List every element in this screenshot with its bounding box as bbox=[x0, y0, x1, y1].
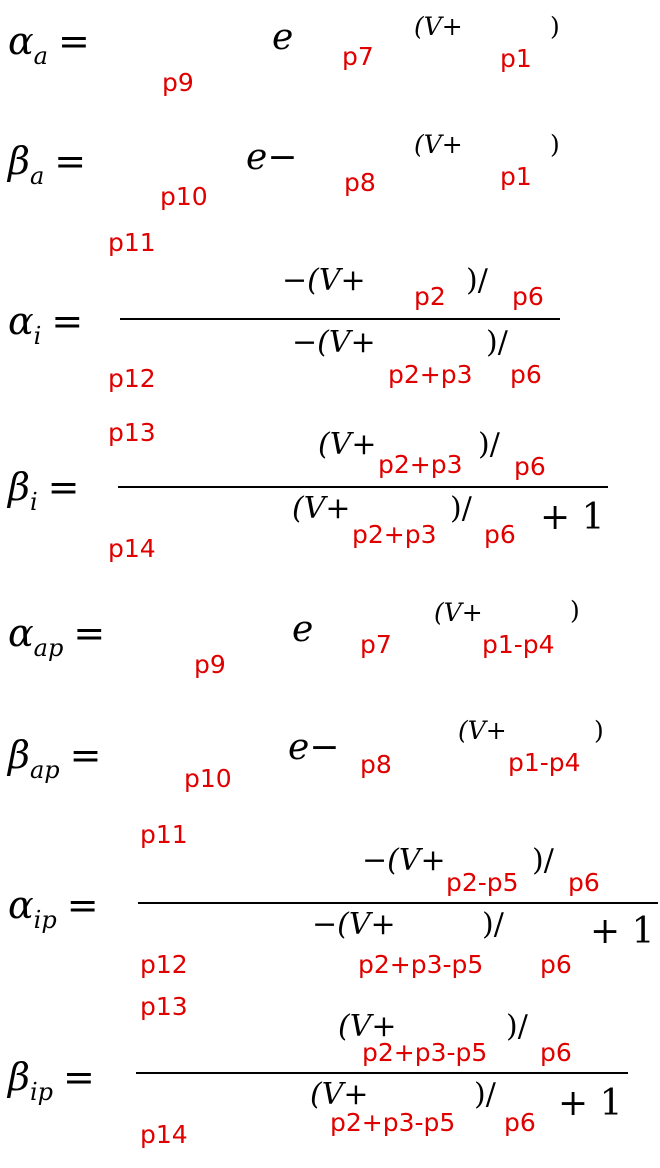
param-p6: p6 bbox=[512, 284, 544, 309]
param-p6: p6 bbox=[514, 454, 546, 479]
exp-base-neg: e− bbox=[246, 140, 297, 176]
num-close: )/ bbox=[478, 430, 500, 460]
param-p2p3p5: p2+p3-p5 bbox=[362, 1040, 487, 1065]
num-close: )/ bbox=[532, 846, 554, 876]
param-p6: p6 bbox=[540, 952, 572, 977]
den-exp: −(V+ bbox=[292, 328, 376, 358]
den-close: )/ bbox=[474, 1080, 496, 1110]
param-p14: p14 bbox=[140, 1122, 188, 1147]
num-close: )/ bbox=[466, 266, 488, 296]
param-p8: p8 bbox=[360, 752, 392, 777]
exp-close: ) bbox=[550, 132, 560, 157]
den-close: )/ bbox=[486, 328, 508, 358]
exp-close: ) bbox=[550, 14, 560, 39]
plus-one: + 1 bbox=[540, 500, 605, 536]
num-exp: −(V+ bbox=[362, 846, 446, 876]
fraction-bar bbox=[118, 486, 608, 488]
param-p11: p11 bbox=[140, 822, 188, 847]
param-p7: p7 bbox=[360, 632, 392, 657]
param-p2p3: p2+p3 bbox=[388, 362, 473, 387]
param-p2p5: p2-p5 bbox=[446, 870, 519, 895]
exp-base: e bbox=[292, 612, 313, 648]
exp-v-open: (V+ bbox=[414, 132, 463, 157]
param-p2p3p5: p2+p3-p5 bbox=[358, 952, 483, 977]
plus-one: + 1 bbox=[590, 914, 655, 950]
param-p7: p7 bbox=[342, 44, 374, 69]
num-exp: (V+ bbox=[318, 430, 377, 460]
den-exp: (V+ bbox=[310, 1080, 369, 1110]
param-p1: p1 bbox=[500, 164, 532, 189]
param-p12: p12 bbox=[140, 952, 188, 977]
param-p10: p10 bbox=[160, 184, 208, 209]
param-p6: p6 bbox=[540, 1040, 572, 1065]
param-p13: p13 bbox=[140, 994, 188, 1019]
lhs-alpha-ap: αap = bbox=[8, 614, 105, 652]
exp-close: ) bbox=[594, 718, 604, 743]
den-close: )/ bbox=[482, 910, 504, 940]
param-p1p4: p1-p4 bbox=[508, 750, 581, 775]
lhs-beta-ip: βip = bbox=[8, 1058, 95, 1096]
param-p6: p6 bbox=[484, 522, 516, 547]
plus-one: + 1 bbox=[558, 1086, 623, 1122]
exp-v-open: (V+ bbox=[414, 14, 463, 39]
exp-base: e bbox=[272, 20, 293, 56]
fraction-bar bbox=[120, 318, 560, 320]
den-close: )/ bbox=[450, 494, 472, 524]
param-p10: p10 bbox=[184, 766, 232, 791]
param-p8: p8 bbox=[344, 170, 376, 195]
param-p2: p2 bbox=[414, 284, 446, 309]
param-p1: p1 bbox=[500, 46, 532, 71]
param-p2p3: p2+p3 bbox=[378, 452, 463, 477]
param-p14: p14 bbox=[108, 536, 156, 561]
exp-v-open: (V+ bbox=[458, 718, 507, 743]
param-p6: p6 bbox=[568, 870, 600, 895]
param-p13: p13 bbox=[108, 420, 156, 445]
lhs-beta-a: βa = bbox=[8, 142, 86, 180]
lhs-alpha-ip: αip = bbox=[8, 886, 99, 924]
param-p9: p9 bbox=[162, 70, 194, 95]
exp-base-neg: e− bbox=[288, 730, 339, 766]
exp-v-open: (V+ bbox=[434, 600, 483, 625]
lhs-beta-i: βi = bbox=[8, 468, 80, 506]
den-exp: (V+ bbox=[292, 494, 351, 524]
lhs-alpha-i: αi = bbox=[8, 302, 83, 340]
param-p6: p6 bbox=[510, 362, 542, 387]
param-p12: p12 bbox=[108, 366, 156, 391]
exp-close: ) bbox=[570, 598, 580, 623]
lhs-alpha-a: αa = bbox=[8, 22, 90, 60]
param-p1p4: p1-p4 bbox=[482, 632, 555, 657]
lhs-beta-ap: βap = bbox=[8, 736, 101, 774]
fraction-bar bbox=[136, 1072, 628, 1074]
num-close: )/ bbox=[506, 1012, 528, 1042]
param-p6: p6 bbox=[504, 1110, 536, 1135]
fraction-bar bbox=[138, 902, 658, 904]
num-exp: −(V+ bbox=[282, 266, 366, 296]
den-exp: −(V+ bbox=[312, 910, 396, 940]
param-p11: p11 bbox=[108, 230, 156, 255]
param-p9: p9 bbox=[194, 652, 226, 677]
param-p2p3: p2+p3 bbox=[352, 522, 437, 547]
param-p2p3p5: p2+p3-p5 bbox=[330, 1110, 455, 1135]
